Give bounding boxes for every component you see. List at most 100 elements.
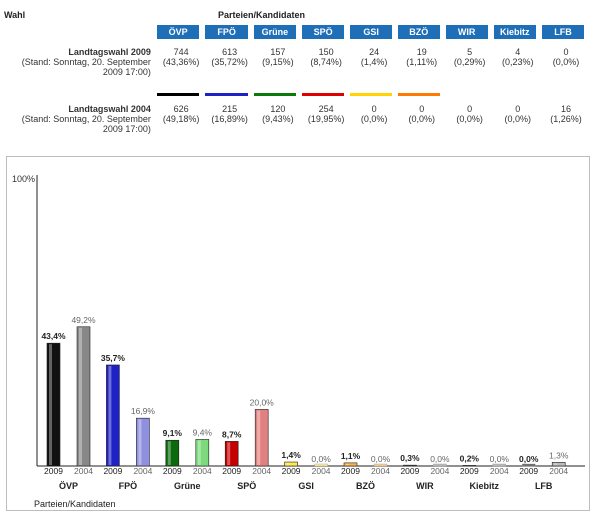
data-label: 9,1% xyxy=(163,428,183,438)
bar-highlight xyxy=(167,441,171,465)
data-label: 20,0% xyxy=(250,397,275,407)
bar-2004 xyxy=(433,463,447,467)
bar-2004 xyxy=(136,417,150,467)
bar-2009 xyxy=(46,342,61,467)
bar-highlight xyxy=(346,463,349,465)
bar-2004 xyxy=(254,409,269,467)
election-title-text: Landtagswahl 2009 xyxy=(68,47,151,57)
party-header: ÖVP xyxy=(156,25,206,39)
bar-2009 xyxy=(106,364,120,467)
data-label: 35,7% xyxy=(101,353,126,363)
vote-cell: 0 (0,0%) xyxy=(456,104,483,124)
party-header-row: ÖVP FPÖ Grüne SPÖ GSI BZÖ WIR Kiebitz LF… xyxy=(2,25,590,39)
bar-2009 xyxy=(224,441,239,467)
vote-cell: 0 (0,0%) xyxy=(504,104,532,124)
party-header: SPÖ xyxy=(301,25,351,39)
party-header: Grüne xyxy=(253,25,302,39)
year-label: 2004 xyxy=(549,466,568,476)
vote-cell: 5 (0,29%) xyxy=(453,47,486,67)
vote-cell: 254 (19,95%) xyxy=(307,104,345,124)
bar-2004 xyxy=(76,326,91,467)
vote-cell: 24 (1,4%) xyxy=(360,47,388,67)
data-label: 8,7% xyxy=(222,429,242,439)
party-header: WIR xyxy=(445,25,494,39)
vote-cell: 744 (43,36%) xyxy=(162,47,200,67)
category-label: LFB xyxy=(535,481,553,491)
bar-highlight xyxy=(554,463,558,465)
bar-highlight xyxy=(108,365,112,465)
year-label: 2009 xyxy=(400,466,419,476)
party-header: FPÖ xyxy=(205,25,254,39)
party-header: Kiebitz xyxy=(493,25,542,39)
election-title: Landtagswahl 2004 (Stand: Sonntag, 20. S… xyxy=(2,104,157,150)
data-label: 1,1% xyxy=(341,451,361,461)
results-table: ÖVP FPÖ Grüne SPÖ GSI BZÖ WIR Kiebitz LF… xyxy=(2,25,590,150)
x-axis-label: Parteien/Kandidaten xyxy=(34,499,116,509)
category-label: FPÖ xyxy=(119,481,138,491)
data-label: 0,0% xyxy=(519,454,539,464)
category-label: Grüne xyxy=(174,481,201,491)
bar-highlight xyxy=(257,410,261,465)
bar-2009 xyxy=(522,463,536,467)
year-label: 2009 xyxy=(163,466,182,476)
data-label: 0,2% xyxy=(460,453,480,463)
vote-cell: 0 (0,0%) xyxy=(360,104,388,124)
vote-cell: 613 (35,72%) xyxy=(211,47,248,67)
year-label: 2009 xyxy=(460,466,479,476)
vote-cell: 215 (16,89%) xyxy=(211,104,248,124)
year-label: 2004 xyxy=(133,466,152,476)
bar-highlight xyxy=(79,327,82,465)
year-label: 2009 xyxy=(282,466,301,476)
year-label: 2009 xyxy=(222,466,241,476)
election-stand: (Stand: Sonntag, 20. September 2009 17:0… xyxy=(21,114,151,134)
chart-svg: 100% 43,4% 2009 49,2% 2004 ÖVP 35,7% 2009 16,9% 2… xyxy=(12,174,585,509)
year-label: 2004 xyxy=(490,466,509,476)
party-color-bar xyxy=(2,93,590,96)
vote-cell: 0 (0,0%) xyxy=(408,104,435,124)
year-label: 2004 xyxy=(252,466,271,476)
vote-cell: 120 (9,43%) xyxy=(262,104,294,124)
category-label: BZÖ xyxy=(356,481,375,491)
party-header: BZÖ xyxy=(397,25,446,39)
data-label: 43,4% xyxy=(41,331,66,341)
bar-2004 xyxy=(551,462,566,467)
data-label: 0,0% xyxy=(311,454,331,464)
bar-chart: 100% 43,4% 2009 49,2% 2004 ÖVP 35,7% 2009 16,9% 2… xyxy=(6,156,590,511)
y-max-label: 100% xyxy=(12,174,35,184)
bar-highlight xyxy=(286,463,290,465)
category-label: WIR xyxy=(416,481,434,491)
vote-cell: 19 (1,11%) xyxy=(406,47,438,67)
election-row-2004: Landtagswahl 2004 (Stand: Sonntag, 20. S… xyxy=(2,104,590,150)
parteien-header: Parteien/Kandidaten xyxy=(218,10,306,20)
bar-2004 xyxy=(492,463,506,467)
category-label: GSI xyxy=(298,481,314,491)
bar-2009 xyxy=(403,464,417,467)
bar-2009 xyxy=(284,461,298,467)
data-label: 16,9% xyxy=(131,406,156,416)
bar-2009 xyxy=(343,462,358,467)
election-title: Landtagswahl 2009 (Stand: Sonntag, 20. S… xyxy=(2,47,157,93)
bar-highlight xyxy=(49,344,52,465)
data-label: 0,0% xyxy=(490,454,510,464)
category-label: ÖVP xyxy=(59,481,78,491)
vote-cell: 150 (8,74%) xyxy=(310,47,342,67)
vote-cell: 626 (49,18%) xyxy=(162,104,200,124)
election-title-text: Landtagswahl 2004 xyxy=(68,104,151,114)
bar-2009 xyxy=(462,465,477,467)
year-label: 2004 xyxy=(430,466,449,476)
bar-2004 xyxy=(195,439,210,467)
data-label: 1,3% xyxy=(549,450,569,460)
bar-highlight xyxy=(138,419,142,465)
year-label: 2004 xyxy=(193,466,212,476)
wahl-header: Wahl xyxy=(4,10,26,20)
data-label: 0,3% xyxy=(400,453,420,463)
year-label: 2009 xyxy=(519,466,538,476)
bar-highlight xyxy=(227,442,231,465)
election-row-2009: Landtagswahl 2009 (Stand: Sonntag, 20. S… xyxy=(2,47,590,93)
vote-cell: 157 (9,15%) xyxy=(262,47,294,67)
bar-2009 xyxy=(165,439,180,467)
party-header: LFB xyxy=(541,25,590,39)
category-label: SPÖ xyxy=(237,481,256,491)
year-label: 2009 xyxy=(103,466,122,476)
bar-highlight xyxy=(197,440,201,465)
